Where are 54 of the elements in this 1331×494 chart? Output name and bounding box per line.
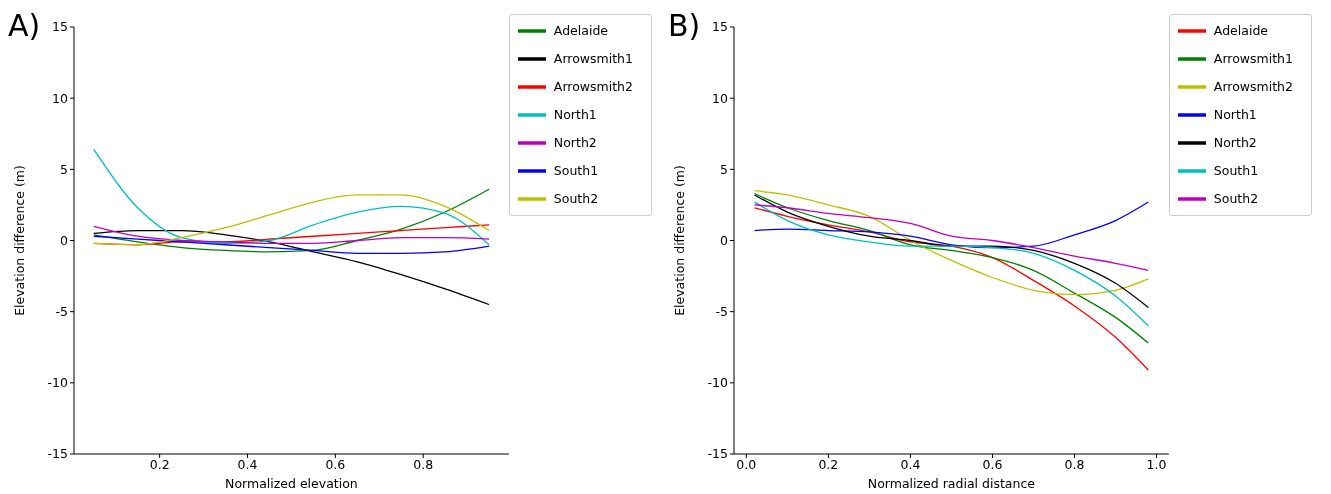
legend-label: Arrowsmith2 xyxy=(553,78,633,94)
x-tick-label: 0.8 xyxy=(413,456,434,472)
x-tick-label: 0.2 xyxy=(149,456,170,472)
y-axis-title: Elevation difference (m) xyxy=(672,165,688,316)
x-axis-title: Normalized radial distance xyxy=(867,476,1036,491)
x-tick-label: 0.0 xyxy=(736,456,757,472)
legend-label: Arrowsmith2 xyxy=(1213,78,1293,94)
x-tick-label: 0.6 xyxy=(982,456,1003,472)
x-tick-label: 0.4 xyxy=(900,456,921,472)
y-tick-label: 5 xyxy=(60,161,68,177)
chart-title: B) xyxy=(668,8,701,43)
y-axis-title: Elevation difference (m) xyxy=(12,165,28,316)
line-series xyxy=(753,201,1149,327)
y-tick-label: 5 xyxy=(720,161,728,177)
y-tick-label: -15 xyxy=(47,446,68,462)
line-series xyxy=(753,192,1149,344)
y-tick-label: 15 xyxy=(712,19,728,35)
line-series xyxy=(93,235,490,254)
legend-label: South1 xyxy=(1213,162,1259,178)
y-tick-label: -15 xyxy=(707,446,728,462)
legend-label: Adelaide xyxy=(1213,22,1269,38)
line-series xyxy=(93,148,490,246)
y-tick-label: -5 xyxy=(715,304,728,320)
line-series xyxy=(93,188,490,253)
x-tick-label: 0.6 xyxy=(325,456,346,472)
legend-label: Arrowsmith1 xyxy=(1213,50,1293,66)
line-series xyxy=(93,229,490,306)
legend-label: Adelaide xyxy=(553,22,609,38)
y-tick-label: 10 xyxy=(52,90,69,106)
x-tick-label: 0.4 xyxy=(237,456,258,472)
line-series xyxy=(753,204,1149,272)
x-tick-label: 1.0 xyxy=(1146,456,1167,472)
y-tick-label: 15 xyxy=(52,19,68,35)
y-tick-label: 0 xyxy=(720,232,729,248)
legend-label: North2 xyxy=(553,134,597,150)
legend-label: North2 xyxy=(1213,134,1257,150)
y-tick-label: -5 xyxy=(55,304,68,320)
x-tick-label: 0.2 xyxy=(818,456,839,472)
legend-label: North1 xyxy=(1213,106,1257,122)
chart-title: A) xyxy=(8,8,41,43)
x-axis-title: Normalized elevation xyxy=(225,476,358,491)
x-tick-label: 0.8 xyxy=(1064,456,1085,472)
legend-label: South2 xyxy=(553,190,599,206)
line-series xyxy=(753,207,1149,371)
line-series xyxy=(753,201,1149,249)
legend-label: North1 xyxy=(553,106,597,122)
y-tick-label: 0 xyxy=(60,232,69,248)
legend-label: South2 xyxy=(1213,190,1259,206)
line-series xyxy=(93,194,490,246)
y-tick-label: -10 xyxy=(707,375,729,391)
y-tick-label: -10 xyxy=(47,375,69,391)
legend-label: Arrowsmith1 xyxy=(553,50,633,66)
legend-label: South1 xyxy=(553,162,599,178)
y-tick-label: 10 xyxy=(712,90,729,106)
